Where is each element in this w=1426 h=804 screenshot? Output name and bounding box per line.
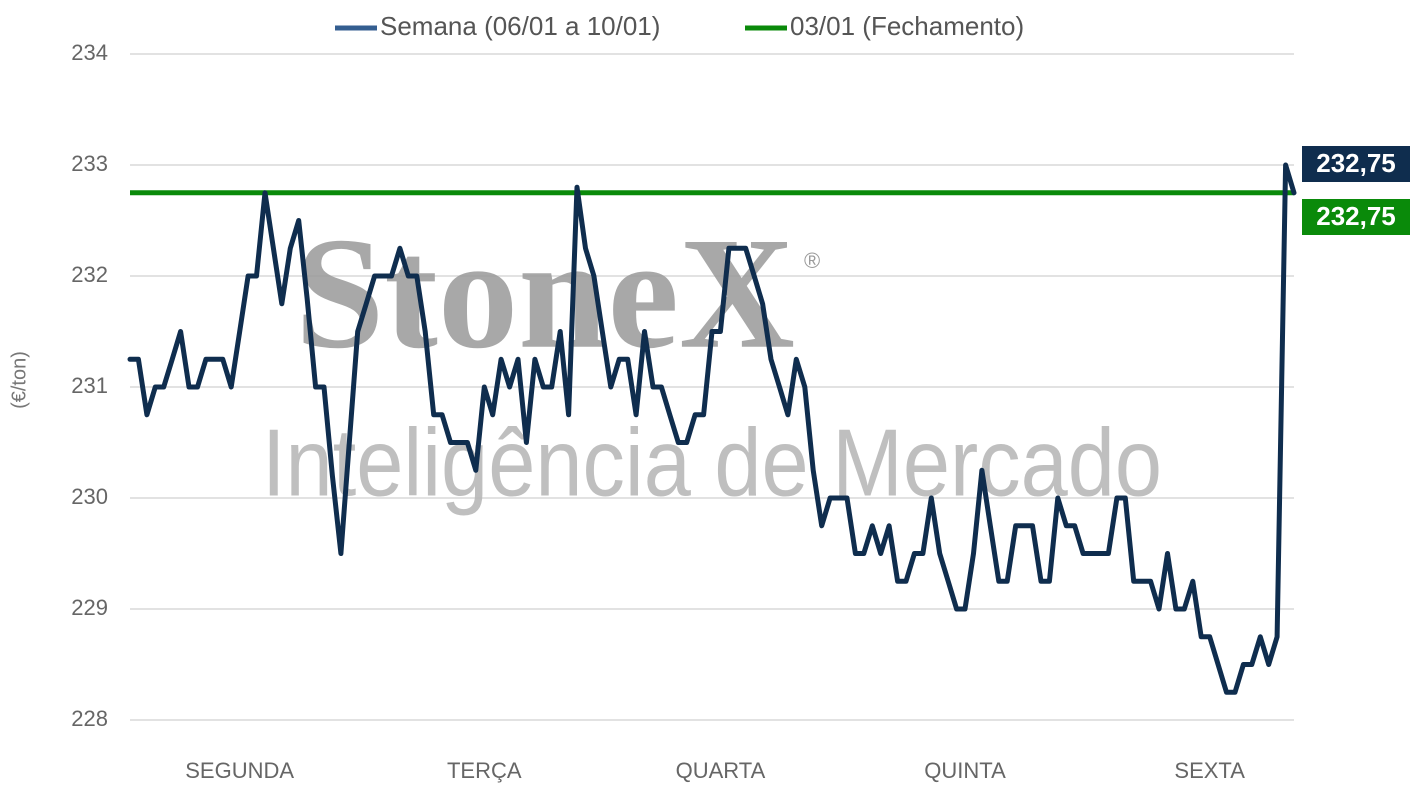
y-tick-label: 230: [71, 484, 108, 509]
x-tick-label: QUINTA: [924, 758, 1006, 783]
legend-label: Semana (06/01 a 10/01): [380, 11, 660, 41]
y-tick-label: 232: [71, 262, 108, 287]
x-tick-label: SEXTA: [1174, 758, 1245, 783]
y-tick-label: 228: [71, 706, 108, 731]
series-end-label: 232,75: [1316, 148, 1396, 178]
reference-end-label: 232,75: [1316, 201, 1396, 231]
watermark-tagline: Inteligência de Mercado: [262, 409, 1162, 516]
x-tick-label: SEGUNDA: [185, 758, 294, 783]
series-end-label-box: [1302, 146, 1410, 182]
x-tick-label: TERÇA: [447, 758, 522, 783]
watermark-registered: ®: [804, 248, 820, 273]
y-tick-label: 231: [71, 373, 108, 398]
y-tick-label: 233: [71, 151, 108, 176]
y-axis-label: (€/ton): [8, 351, 30, 409]
x-tick-label: QUARTA: [676, 758, 766, 783]
reference-end-label-box: [1302, 199, 1410, 235]
y-tick-label: 234: [71, 40, 108, 65]
legend-label: 03/01 (Fechamento): [790, 11, 1024, 41]
series-line: [127, 162, 1297, 695]
y-tick-label: 229: [71, 595, 108, 620]
